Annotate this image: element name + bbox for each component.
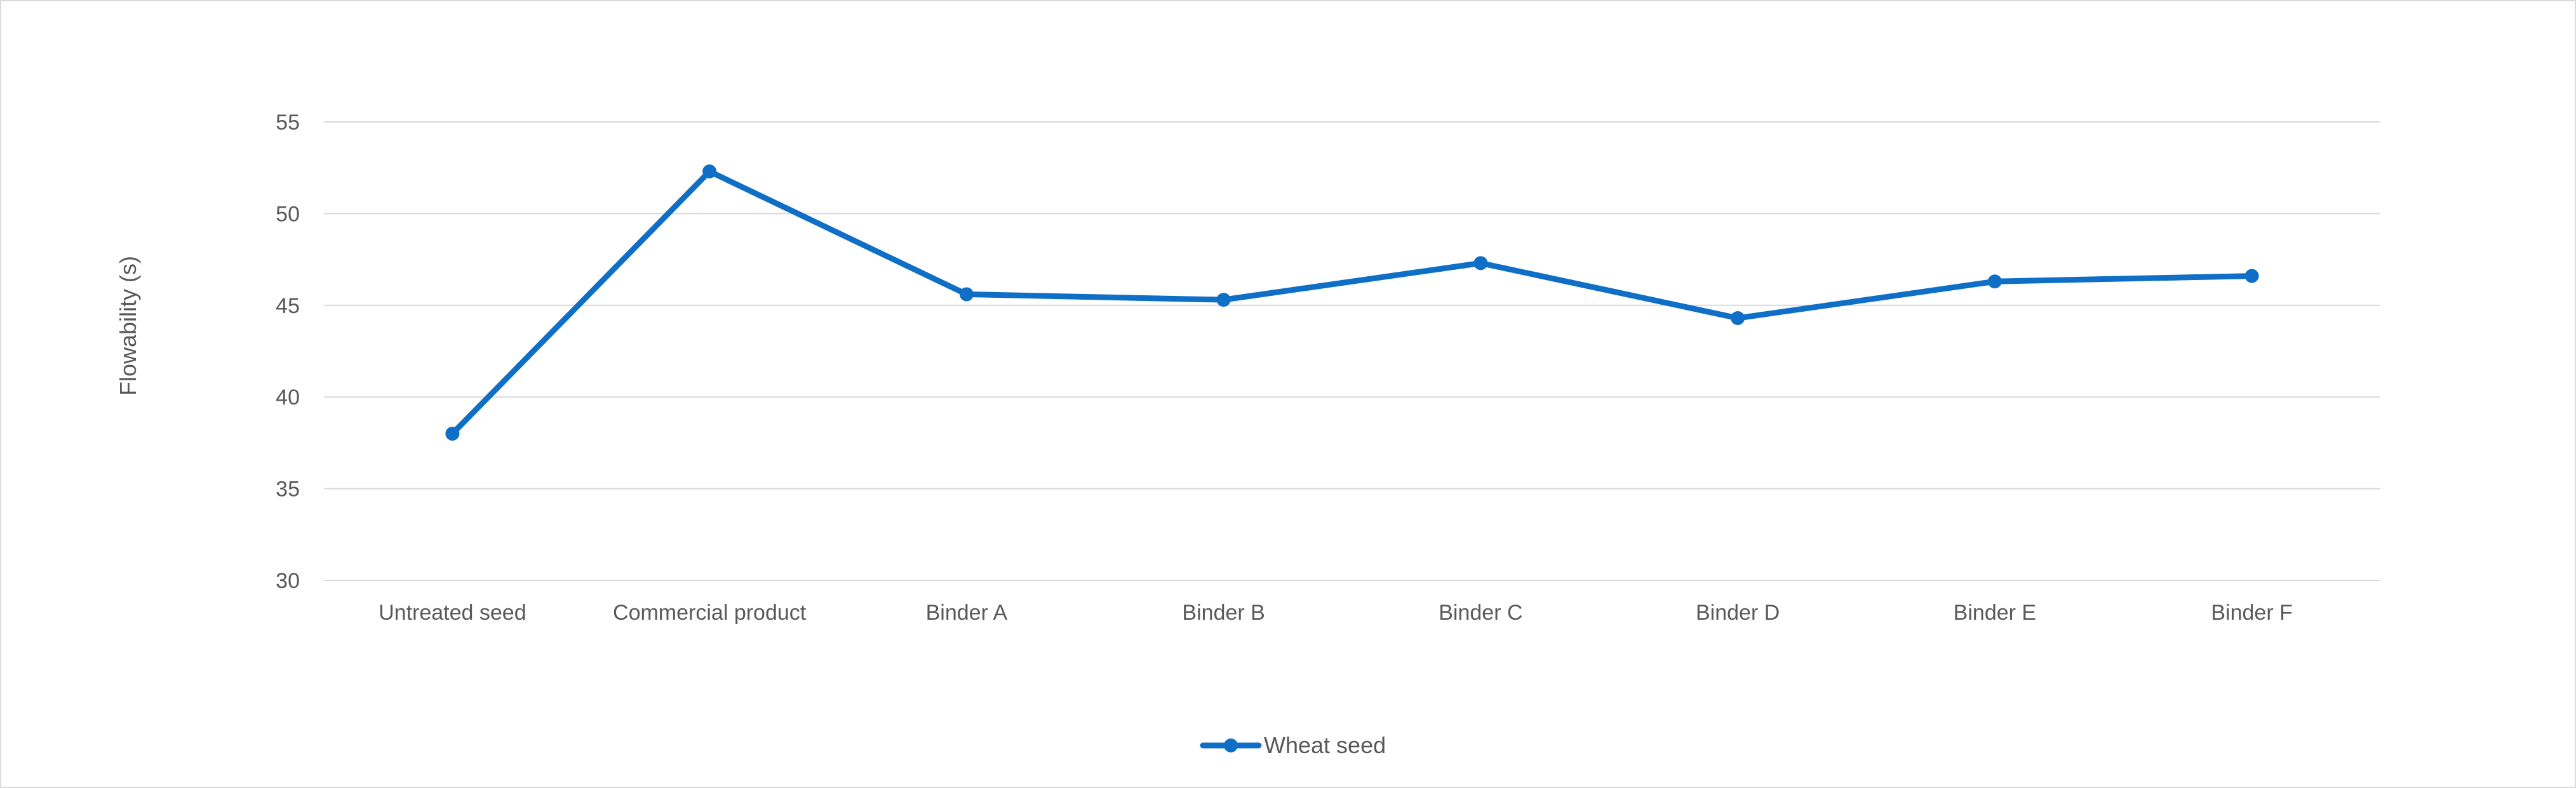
x-axis-tick-labels: Untreated seed Commercial product Binder A… bbox=[379, 601, 2293, 625]
gridlines bbox=[324, 121, 2380, 581]
y-tick-label: 45 bbox=[276, 294, 300, 318]
x-tick-label: Commercial product bbox=[613, 601, 807, 625]
data-point-marker[interactable] bbox=[445, 426, 460, 441]
y-tick-label: 35 bbox=[276, 477, 300, 502]
y-tick-label: 40 bbox=[276, 385, 300, 410]
legend-marker-swatch bbox=[1224, 738, 1238, 752]
x-tick-label: Untreated seed bbox=[379, 601, 527, 625]
series-line bbox=[449, 168, 2255, 437]
x-tick-label: Binder D bbox=[1696, 601, 1780, 625]
x-tick-label: Binder C bbox=[1439, 601, 1522, 625]
y-axis-title: Flowability (s) bbox=[115, 256, 141, 396]
y-tick-label: 50 bbox=[276, 202, 300, 226]
series-layer bbox=[445, 164, 2259, 441]
data-point-marker[interactable] bbox=[1216, 293, 1231, 307]
data-point-marker[interactable] bbox=[1473, 256, 1488, 270]
y-tick-label: 55 bbox=[276, 110, 300, 135]
legend[interactable]: Wheat seed bbox=[1200, 732, 1386, 758]
x-tick-label: Binder B bbox=[1182, 601, 1265, 625]
x-tick-label: Binder E bbox=[1954, 601, 2036, 625]
y-axis-tick-labels: 30 35 40 45 50 55 bbox=[276, 110, 300, 593]
data-point-marker[interactable] bbox=[2244, 269, 2259, 283]
x-tick-label: Binder A bbox=[926, 601, 1008, 625]
data-point-marker[interactable] bbox=[1987, 274, 2002, 289]
data-point-marker[interactable] bbox=[959, 287, 974, 302]
x-tick-label: Binder F bbox=[2211, 601, 2293, 625]
data-point-marker[interactable] bbox=[702, 164, 717, 178]
data-point-marker[interactable] bbox=[1731, 311, 1745, 326]
y-tick-label: 30 bbox=[276, 569, 300, 593]
legend-label: Wheat seed bbox=[1264, 732, 1386, 758]
